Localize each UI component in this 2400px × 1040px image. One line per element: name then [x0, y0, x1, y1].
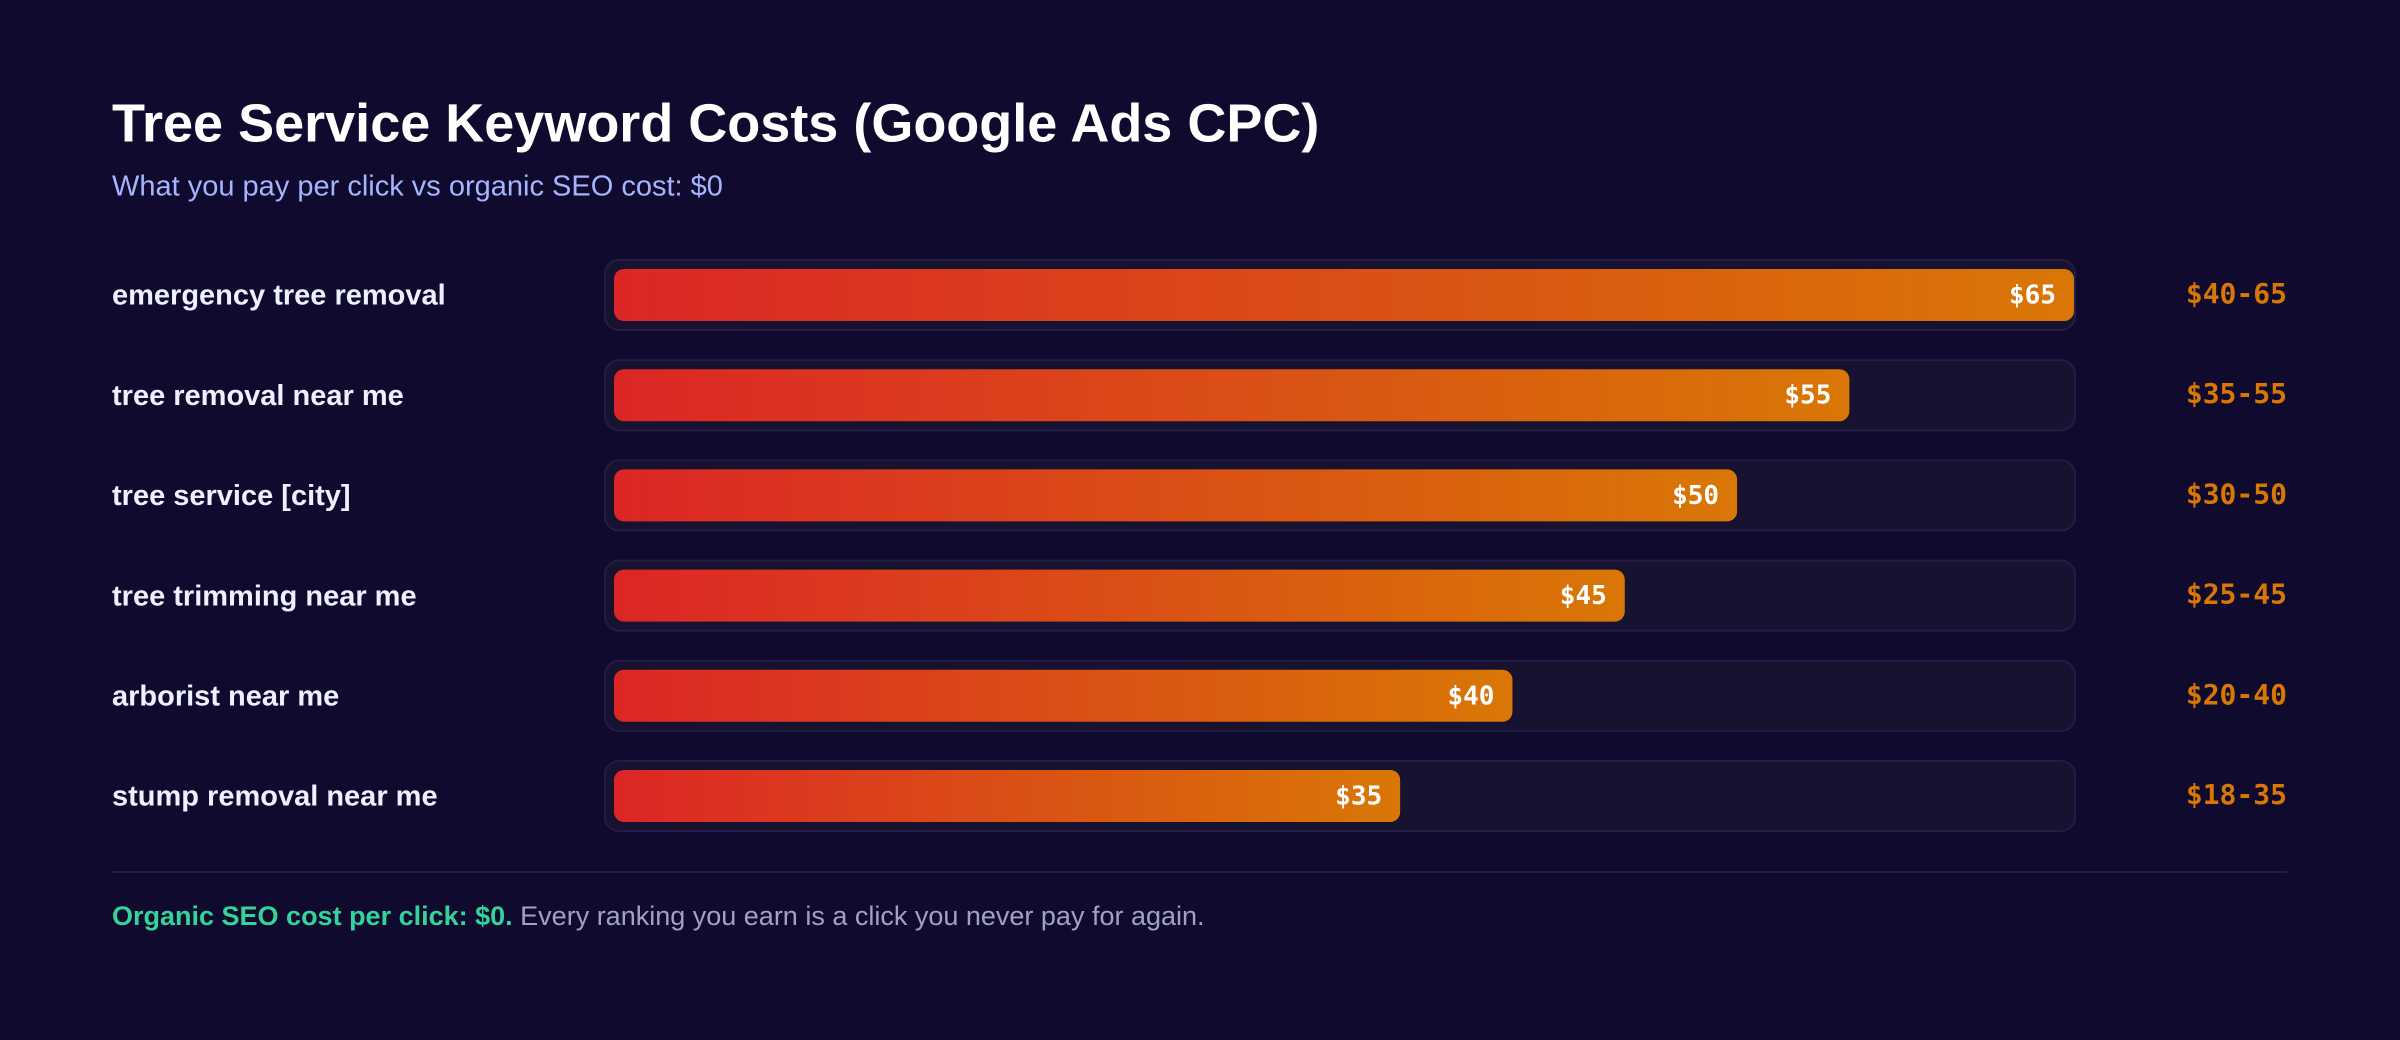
range-label: $30-50	[2186, 477, 2287, 510]
category-label: arborist near me	[112, 680, 339, 712]
category-label: stump removal near me	[112, 781, 438, 813]
range-label: $18-35	[2186, 778, 2287, 811]
category-label: tree service [city]	[112, 480, 351, 512]
range-label: $20-40	[2186, 678, 2287, 711]
value-label: $50	[1672, 481, 1719, 511]
bar	[614, 569, 1625, 622]
chart-subtitle: What you pay per click vs organic SEO co…	[112, 171, 723, 203]
category-label: emergency tree removal	[112, 280, 446, 312]
value-label: $35	[1335, 782, 1382, 812]
bar	[614, 469, 1738, 522]
range-label: $40-65	[2186, 277, 2287, 310]
footnote-text: Every ranking you earn is a click you ne…	[513, 901, 1205, 931]
footnote-highlight: Organic SEO cost per click: $0.	[112, 901, 513, 931]
bar	[614, 369, 1850, 422]
range-label: $35-55	[2186, 377, 2287, 410]
bar	[614, 669, 1513, 722]
value-label: $65	[2009, 281, 2056, 311]
value-label: $55	[1784, 381, 1831, 411]
category-label: tree trimming near me	[112, 580, 417, 612]
category-label: tree removal near me	[112, 380, 404, 412]
bar	[614, 770, 1401, 822]
chart-title: Tree Service Keyword Costs (Google Ads C…	[112, 93, 1319, 153]
value-label: $40	[1447, 681, 1494, 711]
value-label: $45	[1560, 581, 1607, 611]
footnote: Organic SEO cost per click: $0. Every ra…	[112, 901, 1205, 931]
range-label: $25-45	[2186, 578, 2287, 611]
bar	[614, 269, 2074, 321]
